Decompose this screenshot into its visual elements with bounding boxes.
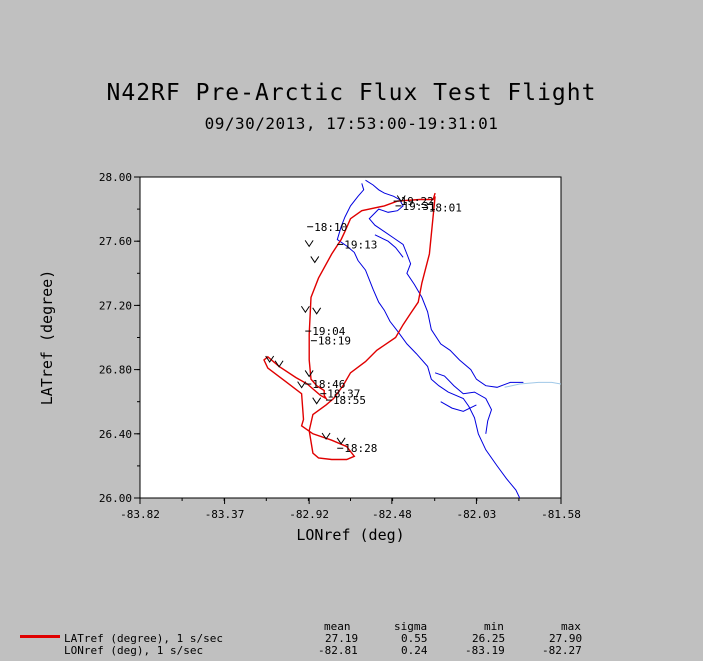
x-tick-label: -81.58 — [541, 508, 581, 521]
x-tick-label: -83.37 — [205, 508, 245, 521]
time-label: 18:10 — [314, 221, 347, 234]
stats-mean: -82.81 — [318, 644, 358, 657]
stats-row-label: LONref (deg), 1 s/sec — [64, 644, 204, 657]
direction-arrow — [304, 240, 314, 248]
direction-arrow — [300, 305, 310, 314]
coastline-path — [374, 234, 404, 258]
river-path — [504, 381, 561, 388]
coastline-path — [336, 183, 521, 498]
direction-arrow — [396, 195, 406, 203]
x-tick-label: -82.03 — [457, 508, 497, 521]
legend-line-lat — [20, 635, 60, 638]
direction-arrow — [310, 256, 320, 264]
y-tick-label: 27.20 — [99, 299, 132, 312]
x-tick-label: -82.48 — [372, 508, 412, 521]
stats-header-max: max — [561, 620, 581, 633]
stats-min: -83.19 — [465, 644, 505, 657]
time-label: 18:37 — [327, 388, 360, 401]
stats-row-label: LATref (degree), 1 s/sec — [64, 632, 223, 645]
stats-min: 26.25 — [472, 632, 506, 645]
x-tick-label: -83.82 — [120, 508, 160, 521]
time-label: 18:01 — [429, 201, 462, 214]
x-tick-label: -82.92 — [289, 508, 329, 521]
y-axis-label: LATref (degree) — [38, 270, 56, 405]
time-label: 18:28 — [344, 442, 377, 455]
direction-arrow — [304, 370, 314, 378]
y-tick-label: 28.00 — [99, 171, 132, 184]
stats-sigma: 0.24 — [401, 644, 428, 657]
direction-arrow — [312, 397, 322, 405]
y-tick-label: 26.40 — [99, 428, 132, 441]
stats-header-sigma: sigma — [394, 620, 428, 633]
chart-subtitle: 09/30/2013, 17:53:00-19:31:01 — [204, 114, 499, 133]
stats-max: -82.27 — [542, 644, 582, 657]
time-label: 18:55 — [333, 394, 366, 407]
plot-area — [139, 176, 562, 499]
stats-header-min: min — [484, 620, 504, 633]
stats-header-mean: mean — [324, 620, 351, 633]
direction-arrow — [321, 432, 331, 440]
time-label: 19:13 — [344, 238, 377, 251]
direction-arrow — [312, 307, 322, 315]
stats-max: 27.90 — [549, 632, 583, 645]
y-tick-label: 26.00 — [99, 492, 132, 505]
direction-arrow — [297, 381, 307, 389]
direction-arrow — [274, 360, 284, 368]
coastline-path — [434, 372, 493, 434]
time-label: 19:31 — [402, 200, 435, 213]
time-label: 18:46 — [312, 378, 345, 391]
coastline-path — [440, 401, 477, 412]
direction-arrow — [336, 437, 346, 445]
stats-sigma: 0.55 — [401, 632, 428, 645]
y-tick-label: 27.60 — [99, 235, 132, 248]
chart-title: N42RF Pre-Arctic Flux Test Flight — [106, 80, 597, 106]
time-label: 19:04 — [312, 325, 345, 338]
x-axis-label: LONref (deg) — [296, 526, 404, 544]
time-label: 18:19 — [318, 335, 351, 348]
direction-arrow — [265, 355, 275, 363]
flight-track-line — [263, 192, 436, 461]
stats-mean: 27.19 — [325, 632, 359, 645]
time-label: 19:22 — [401, 195, 434, 208]
y-tick-label: 26.80 — [99, 364, 132, 377]
